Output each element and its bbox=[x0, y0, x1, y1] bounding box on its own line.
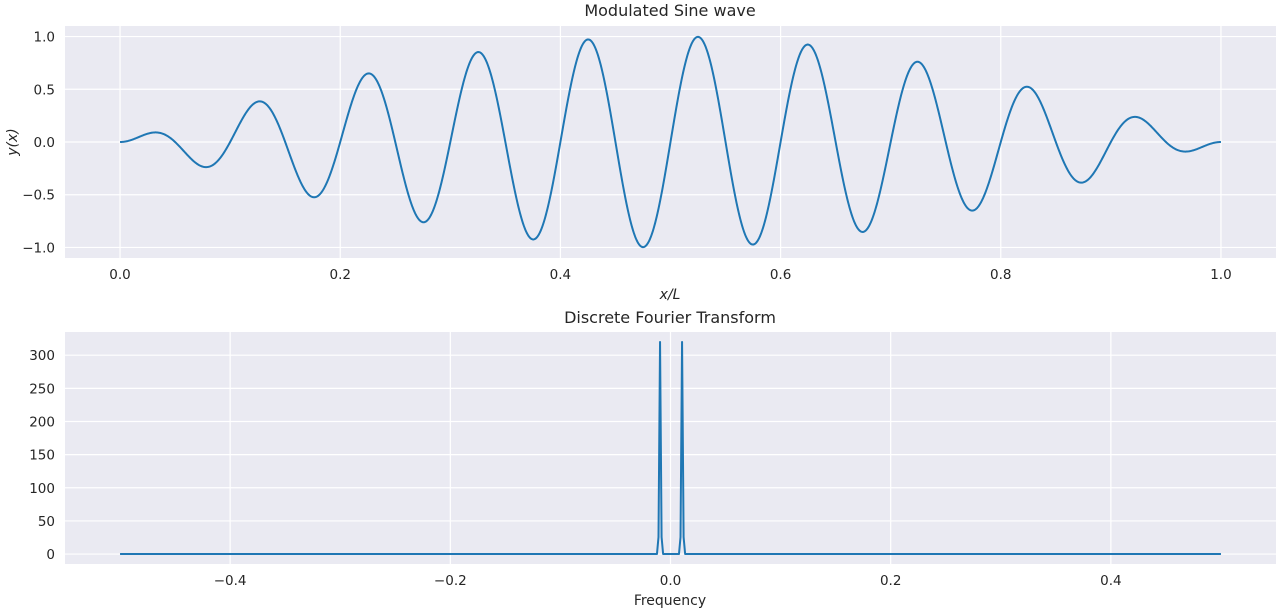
x-tick-label: 0.8 bbox=[990, 267, 1011, 283]
bottom-chart-title: Discrete Fourier Transform bbox=[564, 308, 776, 327]
x-tick-label: 0.0 bbox=[660, 573, 681, 589]
top-grid bbox=[65, 26, 1276, 258]
y-tick-label: −0.5 bbox=[22, 188, 55, 204]
modulated-sine-line bbox=[119, 35, 1222, 249]
y-tick-label: 1.0 bbox=[34, 30, 55, 46]
y-tick-label: 100 bbox=[29, 481, 55, 497]
x-tick-label: −0.2 bbox=[434, 573, 467, 589]
y-tick-label: 0.5 bbox=[34, 82, 55, 98]
top-chart-title: Modulated Sine wave bbox=[584, 1, 755, 20]
y-tick-label: 250 bbox=[29, 381, 55, 397]
y-tick-label: 50 bbox=[38, 514, 55, 530]
x-tick-label: 0.4 bbox=[550, 267, 571, 283]
y-tick-label: 300 bbox=[29, 348, 55, 364]
top-x-axis-label: x/L bbox=[659, 287, 681, 303]
x-tick-label: 0.2 bbox=[880, 573, 901, 589]
y-tick-label: 0.0 bbox=[34, 135, 55, 151]
y-tick-label: 0 bbox=[46, 547, 55, 563]
top-tick-labels: 0.0 0.2 0.4 0.6 0.8 1.0 1.0 0.5 0.0 −0.5 −1.0 bbox=[22, 30, 1231, 283]
y-tick-label: 200 bbox=[29, 414, 55, 430]
top-y-axis-label: y(x) bbox=[5, 128, 21, 157]
x-tick-label: −0.4 bbox=[214, 573, 247, 589]
y-tick-label: −1.0 bbox=[22, 240, 55, 256]
x-tick-label: 0.4 bbox=[1100, 573, 1121, 589]
bottom-tick-labels: −0.4 −0.2 0.0 0.2 0.4 0 50 100 150 200 250 300 bbox=[29, 348, 1121, 589]
bottom-chart-panel: −0.4 −0.2 0.0 0.2 0.4 0 50 100 150 200 250 300 Disc… bbox=[29, 308, 1276, 609]
x-tick-label: 0.2 bbox=[329, 267, 350, 283]
x-tick-label: 0.6 bbox=[770, 267, 791, 283]
fourier-spectrum-line bbox=[120, 340, 1221, 556]
bottom-x-axis-label: Frequency bbox=[634, 593, 706, 609]
x-tick-label: 1.0 bbox=[1210, 267, 1231, 283]
bottom-grid bbox=[65, 332, 1276, 564]
top-chart-panel: 0.0 0.2 0.4 0.6 0.8 1.0 1.0 0.5 0.0 −0.5 −1.0 Modu… bbox=[5, 1, 1276, 303]
y-tick-label: 150 bbox=[29, 448, 55, 464]
x-tick-label: 0.0 bbox=[109, 267, 130, 283]
